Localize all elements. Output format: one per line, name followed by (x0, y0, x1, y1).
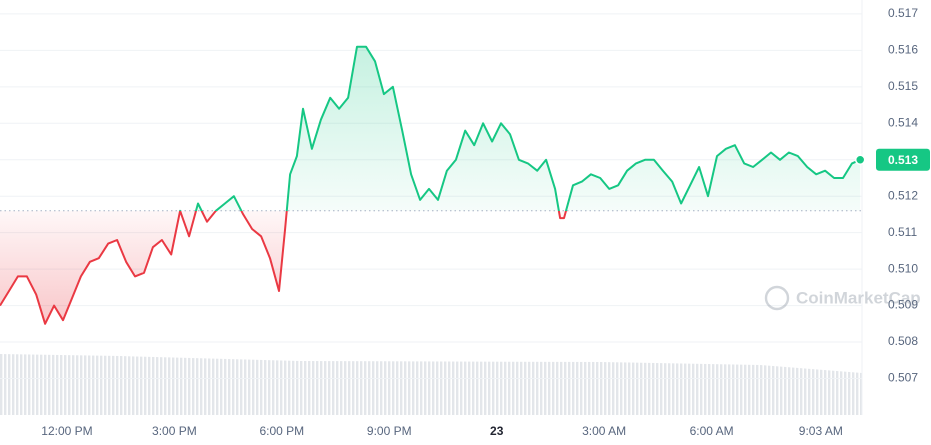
x-tick-label: 6:00 AM (690, 424, 734, 438)
y-tick-label: 0.509 (888, 298, 918, 312)
last-value-box (876, 148, 930, 171)
area (0, 46, 861, 324)
y-tick-label: 0.511 (888, 225, 917, 239)
x-tick-label: 12:00 PM (41, 424, 92, 438)
y-tick-label: 0.512 (888, 188, 918, 202)
x-tick-label: 3:00 AM (582, 424, 626, 438)
y-tick-label: 0.514 (888, 115, 918, 129)
plot: 0.513 (0, 45, 930, 325)
x-tick-label: 6:00 PM (259, 424, 304, 438)
last-value-label: 0.513 (888, 153, 918, 167)
x-tick-label: 9:03 AM (799, 424, 843, 438)
watermark: CoinMarketCap (764, 285, 921, 311)
x-tick-label: 23 (490, 424, 504, 438)
y-tick-label: 0.516 (888, 43, 918, 57)
x-tick-label: 3:00 PM (152, 424, 197, 438)
y-tick-label: 0.517 (888, 6, 918, 20)
last-point (854, 154, 866, 166)
x-tick-label: 9:00 PM (367, 424, 412, 438)
y-tick-label: 0.515 (888, 79, 918, 93)
watermark-text: CoinMarketCap (796, 288, 921, 307)
watermark-logo (764, 285, 790, 311)
y-tick-label: 0.507 (888, 371, 918, 385)
y-tick-label: 0.508 (888, 334, 918, 348)
y-tick-label: 0.510 (888, 261, 918, 275)
price-line (0, 45, 861, 325)
volume-bars (0, 354, 862, 415)
